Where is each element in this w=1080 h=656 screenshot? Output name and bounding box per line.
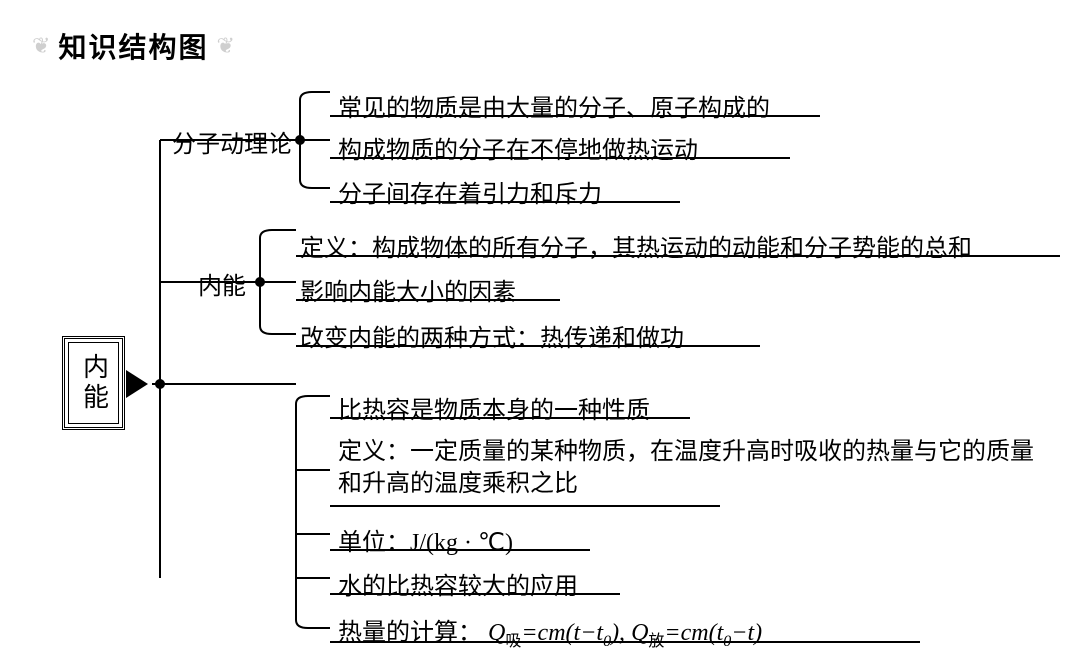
branch-3-item-5: 热量的计算： Q吸=cm(t−t0), Q放=cm(t0−t) [338, 612, 762, 651]
branch-3-item-3: 单位：J/(kg · ℃) [338, 522, 513, 557]
formula-q-abs: Q吸=cm(t−t0), [488, 620, 631, 646]
branch-2-label: 内能 [198, 266, 246, 301]
root-node: 内能 [62, 336, 125, 430]
header: ❦ 知识结构图 ❦ [32, 26, 235, 66]
branch-2-item-2: 影响内能大小的因素 [300, 272, 516, 307]
branch-3-item-2: 定义：一定质量的某种物质，在温度升高时吸收的热量与它的质量和升高的温度乘积之比 [338, 436, 1038, 501]
branch-2-item-3: 改变内能的两种方式：热传递和做功 [300, 318, 684, 353]
formula-label: 热量的计算： [338, 620, 482, 646]
branch-3-item-4: 水的比热容较大的应用 [338, 566, 578, 601]
leaf-icon-right: ❦ [216, 33, 234, 59]
leaf-icon-left: ❦ [32, 33, 50, 59]
branch-1-item-3: 分子间存在着引力和斥力 [338, 174, 602, 209]
root-label: 内能 [68, 342, 119, 424]
branch-2-item-1: 定义：构成物体的所有分子，其热运动的动能和分子势能的总和 [300, 228, 972, 263]
branch-1-item-1: 常见的物质是由大量的分子、原子构成的 [338, 88, 770, 123]
branch-1-item-2: 构成物质的分子在不停地做热运动 [338, 130, 698, 165]
root-arrow-icon [126, 370, 148, 398]
formula-q-rel: Q放=cm(t0−t) [631, 620, 762, 646]
branch-3-item-1: 比热容是物质本身的一种性质 [338, 390, 650, 425]
branch-1-label: 分子动理论 [172, 124, 292, 159]
page-title: 知识结构图 [58, 26, 208, 66]
